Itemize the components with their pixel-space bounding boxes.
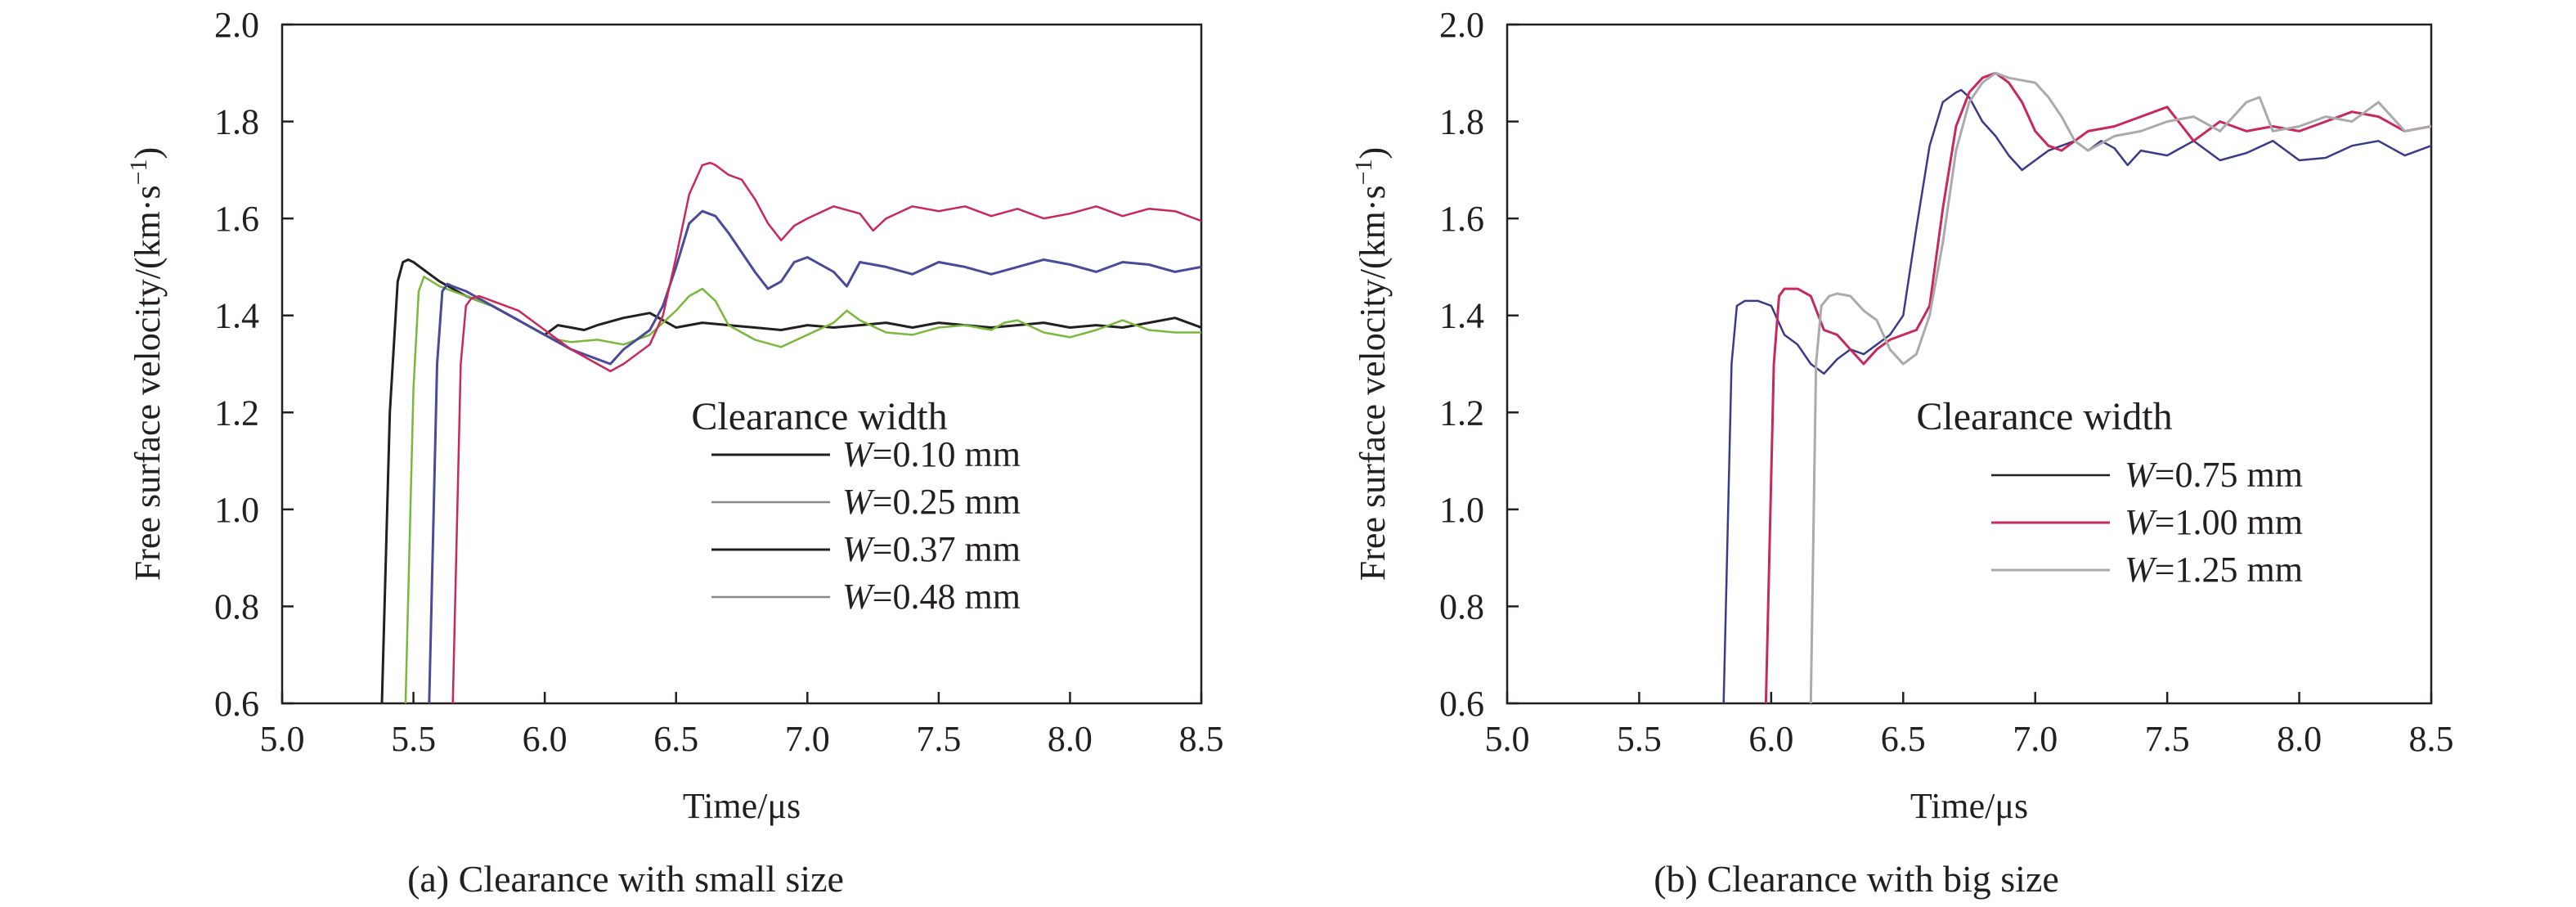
y-tick-label: 1.2 bbox=[1439, 393, 1484, 433]
y-tick-label: 2.0 bbox=[214, 5, 259, 45]
x-tick-label: 5.5 bbox=[1617, 719, 1662, 759]
plot-frame bbox=[1506, 23, 2433, 705]
x-axis-label: Time/μs bbox=[1910, 786, 2028, 826]
x-tick-label: 5.0 bbox=[260, 719, 305, 759]
x-tick-label: 6.5 bbox=[653, 719, 698, 759]
x-tick-label: 6.0 bbox=[1748, 719, 1793, 759]
x-tick-label: 8.5 bbox=[1179, 719, 1224, 759]
x-tick-label: 8.0 bbox=[2277, 719, 2322, 759]
legend-value: =1.25 mm bbox=[2155, 550, 2303, 590]
legend-entry: W=1.25 mm bbox=[2125, 550, 2303, 590]
chart-caption: (a) Clearance with small size bbox=[407, 858, 844, 900]
series-layer bbox=[380, 161, 1201, 703]
y-tick-label: 0.6 bbox=[1439, 684, 1484, 724]
legend-value: =0.75 mm bbox=[2155, 455, 2303, 495]
legend-title: Clearance width bbox=[691, 395, 947, 438]
x-tick-label: 5.0 bbox=[1485, 719, 1530, 759]
y-tick-label: 1.8 bbox=[1439, 102, 1484, 142]
plot-frame bbox=[280, 23, 1203, 705]
y-tick-label: 0.8 bbox=[1439, 586, 1484, 626]
legend-value: =0.37 mm bbox=[873, 529, 1021, 569]
y-axis-label: Free surface velocity/(km·s−1) bbox=[125, 147, 168, 581]
series-line-2 bbox=[1764, 71, 2431, 703]
legend-entry: W=1.00 mm bbox=[2125, 502, 2303, 542]
x-axis-label: Time/μs bbox=[683, 786, 801, 826]
series-line-1 bbox=[380, 258, 1201, 703]
legend-variable: W bbox=[842, 529, 875, 569]
y-tick-label: 1.0 bbox=[1439, 490, 1484, 530]
axis-ticks: 5.0 5.5 6.0 6.5 7.0 7.5 8.0 8.5 0.6 0.8 1.0 1.2 1.4 1… bbox=[214, 5, 1224, 759]
x-tick-label: 8.0 bbox=[1048, 719, 1093, 759]
axis-ticks: 5.0 5.5 6.0 6.5 7.0 7.5 8.0 8.5 0.6 0.8 1.0 1.2 1.4 1… bbox=[1439, 5, 2454, 759]
chart-panel-b: 5.0 5.5 6.0 6.5 7.0 7.5 8.0 8.5 0.6 0.8 1.0 1.2 1.4 1… bbox=[1350, 5, 2454, 900]
series-line-4 bbox=[451, 161, 1201, 703]
legend-variable: W bbox=[2125, 455, 2157, 495]
legend-entry: W=0.10 mm bbox=[842, 434, 1021, 474]
legend-value: =0.48 mm bbox=[873, 577, 1021, 617]
y-axis-label-close: ) bbox=[1353, 147, 1393, 159]
y-axis-label-exponent: −1 bbox=[1350, 159, 1377, 185]
x-tick-label: 7.5 bbox=[916, 719, 961, 759]
legend-value: =0.25 mm bbox=[873, 482, 1021, 522]
legend-value: =1.00 mm bbox=[2155, 502, 2303, 542]
y-tick-label: 1.6 bbox=[1439, 199, 1484, 239]
legend-entry: W=0.25 mm bbox=[842, 482, 1021, 522]
x-tick-label: 7.0 bbox=[2013, 719, 2058, 759]
x-tick-label: 5.5 bbox=[391, 719, 436, 759]
x-tick-label: 6.5 bbox=[1881, 719, 1926, 759]
legend-variable: W bbox=[842, 482, 875, 522]
y-axis-label-close: ) bbox=[128, 147, 168, 159]
y-axis-label-main: Free surface velocity/(km·s bbox=[128, 185, 168, 581]
series-line-3 bbox=[428, 209, 1201, 703]
y-tick-label: 0.8 bbox=[214, 586, 259, 626]
series-line-1 bbox=[1722, 88, 2431, 703]
legend-entry: W=0.48 mm bbox=[842, 577, 1021, 617]
series-layer bbox=[1722, 71, 2431, 703]
x-tick-label: 6.0 bbox=[523, 719, 568, 759]
legend-title: Clearance width bbox=[1916, 395, 2172, 438]
chart-panel-a: 5.0 5.5 6.0 6.5 7.0 7.5 8.0 8.5 0.6 0.8 1.0 1.2 1.4 1… bbox=[125, 5, 1224, 900]
x-tick-label: 7.5 bbox=[2145, 719, 2190, 759]
legend-variable: W bbox=[2125, 502, 2157, 542]
y-tick-label: 1.2 bbox=[214, 393, 259, 433]
legend-value: =0.10 mm bbox=[873, 434, 1021, 474]
series-line-3 bbox=[1809, 71, 2431, 703]
legend-variable: W bbox=[2125, 550, 2157, 590]
x-tick-label: 7.0 bbox=[785, 719, 830, 759]
legend-entry: W=0.37 mm bbox=[842, 529, 1021, 569]
y-axis-label-exponent: −1 bbox=[125, 159, 152, 185]
y-tick-label: 1.4 bbox=[1439, 296, 1484, 336]
y-tick-label: 0.6 bbox=[214, 684, 259, 724]
y-tick-label: 2.0 bbox=[1439, 5, 1484, 45]
x-tick-label: 8.5 bbox=[2409, 719, 2454, 759]
y-tick-label: 1.8 bbox=[214, 102, 259, 142]
chart-caption: (b) Clearance with big size bbox=[1654, 858, 2059, 900]
y-axis-label-main: Free surface velocity/(km·s bbox=[1353, 185, 1393, 581]
y-tick-label: 1.6 bbox=[214, 199, 259, 239]
y-tick-label: 1.0 bbox=[214, 490, 259, 530]
series-line-2 bbox=[404, 276, 1201, 703]
y-axis-label: Free surface velocity/(km·s−1) bbox=[1350, 147, 1393, 581]
legend-variable: W bbox=[842, 577, 875, 617]
legend-entry: W=0.75 mm bbox=[2125, 455, 2303, 495]
y-tick-label: 1.4 bbox=[214, 296, 259, 336]
legend-variable: W bbox=[842, 434, 875, 474]
